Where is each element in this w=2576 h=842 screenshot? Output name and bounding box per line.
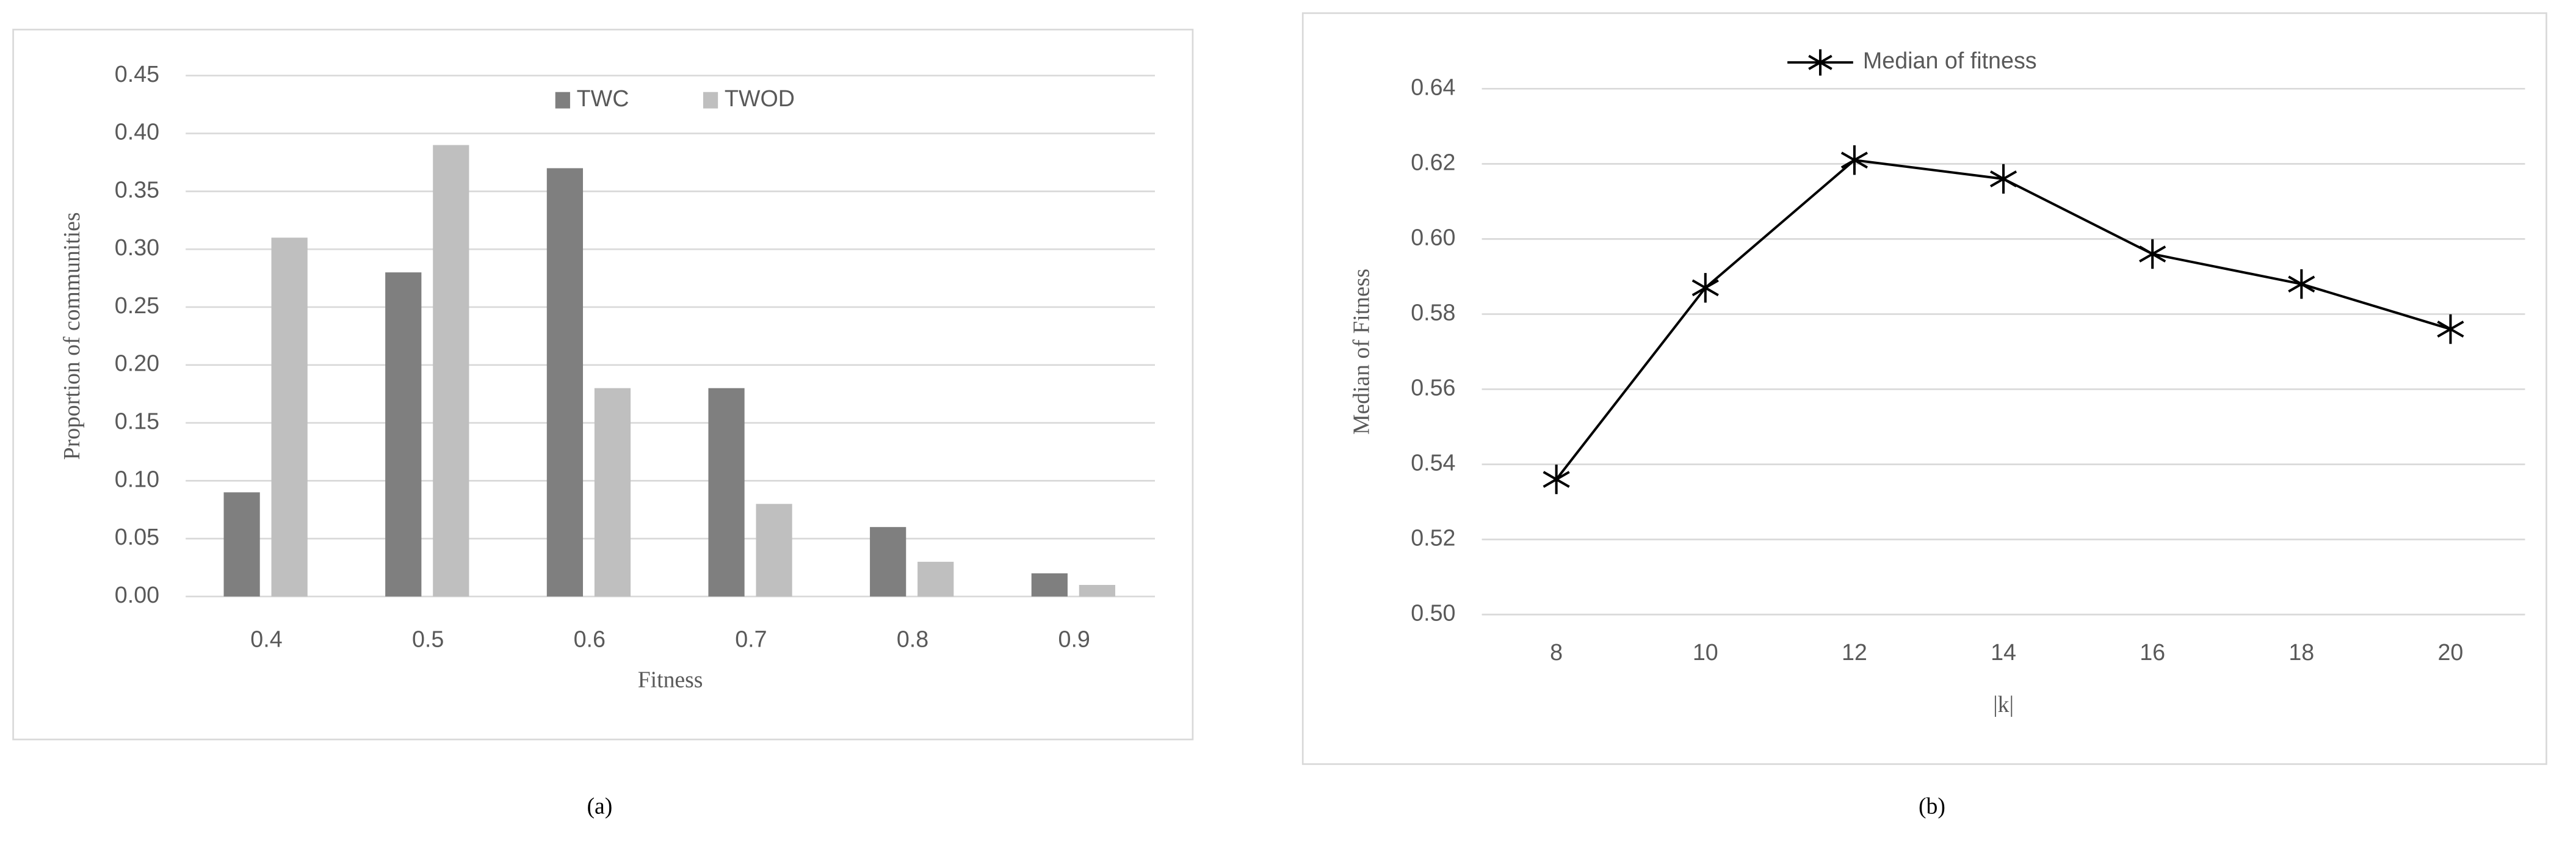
- chart-frame: [1301, 12, 2547, 765]
- y-tick-label: 0.62: [1411, 149, 1455, 175]
- x-tick-label: 20: [2438, 639, 2464, 665]
- y-tick-label: 0.52: [1411, 524, 1455, 550]
- x-tick-label: 12: [1842, 639, 1867, 665]
- bar: [223, 492, 260, 597]
- x-tick-label: 16: [2140, 639, 2165, 665]
- y-tick-label: 0.50: [1411, 600, 1455, 625]
- bar: [756, 504, 792, 597]
- bar: [433, 145, 469, 597]
- x-axis-label: Fitness: [638, 667, 703, 693]
- legend-marker: [1808, 49, 1833, 76]
- marker: [2139, 239, 2166, 269]
- x-tick-label: 10: [1693, 639, 1718, 665]
- bar: [594, 388, 631, 597]
- chart-frame: [12, 29, 1194, 741]
- legend-swatch: [555, 92, 570, 109]
- legend-label: TWOD: [725, 85, 795, 111]
- x-tick-label: 0.6: [574, 626, 606, 652]
- marker: [2437, 314, 2464, 344]
- bar: [708, 388, 745, 597]
- y-tick-label: 0.20: [115, 350, 159, 376]
- x-tick-label: 14: [1991, 639, 2016, 665]
- x-axis-label: |k|: [1993, 692, 2014, 717]
- x-tick-label: 18: [2288, 639, 2314, 665]
- y-tick-label: 0.05: [115, 524, 159, 550]
- bar: [1031, 573, 1068, 597]
- marker: [2288, 269, 2315, 299]
- y-tick-label: 0.45: [115, 61, 159, 87]
- y-tick-label: 0.56: [1411, 374, 1455, 400]
- bar: [271, 238, 308, 597]
- marker: [1543, 464, 1570, 495]
- y-tick-label: 0.40: [115, 119, 159, 145]
- y-tick-label: 0.25: [115, 292, 159, 318]
- bar: [385, 272, 422, 597]
- x-tick-label: 0.4: [250, 626, 282, 652]
- x-tick-label: 0.8: [897, 626, 928, 652]
- y-tick-label: 0.00: [115, 582, 159, 608]
- y-axis-label: Proportion of communities: [59, 212, 85, 460]
- y-tick-label: 0.64: [1411, 74, 1455, 100]
- y-tick-label: 0.58: [1411, 299, 1455, 325]
- bar: [870, 527, 906, 597]
- y-tick-label: 0.30: [115, 234, 159, 260]
- y-tick-label: 0.35: [115, 176, 159, 202]
- legend-swatch: [703, 92, 718, 109]
- marker: [1691, 273, 1719, 303]
- x-tick-label: 8: [1550, 639, 1563, 665]
- bar: [546, 168, 584, 597]
- marker: [1989, 164, 2017, 194]
- legend-label: Median of fitness: [1863, 48, 2037, 73]
- x-tick-label: 0.7: [735, 626, 767, 652]
- data-line: [1555, 159, 2451, 481]
- legend-label: TWC: [577, 85, 629, 111]
- marker: [1840, 145, 1868, 175]
- caption: (b): [1919, 794, 1945, 819]
- bar: [1079, 584, 1115, 597]
- y-tick-label: 0.10: [115, 466, 159, 492]
- y-tick-label: 0.60: [1411, 224, 1455, 250]
- y-tick-label: 0.15: [115, 408, 159, 434]
- x-tick-label: 0.5: [412, 626, 444, 652]
- y-axis-label: Median of Fitness: [1348, 269, 1374, 435]
- x-tick-label: 0.9: [1058, 626, 1090, 652]
- bar: [917, 562, 954, 597]
- caption: (a): [587, 794, 612, 819]
- y-tick-label: 0.54: [1411, 449, 1455, 475]
